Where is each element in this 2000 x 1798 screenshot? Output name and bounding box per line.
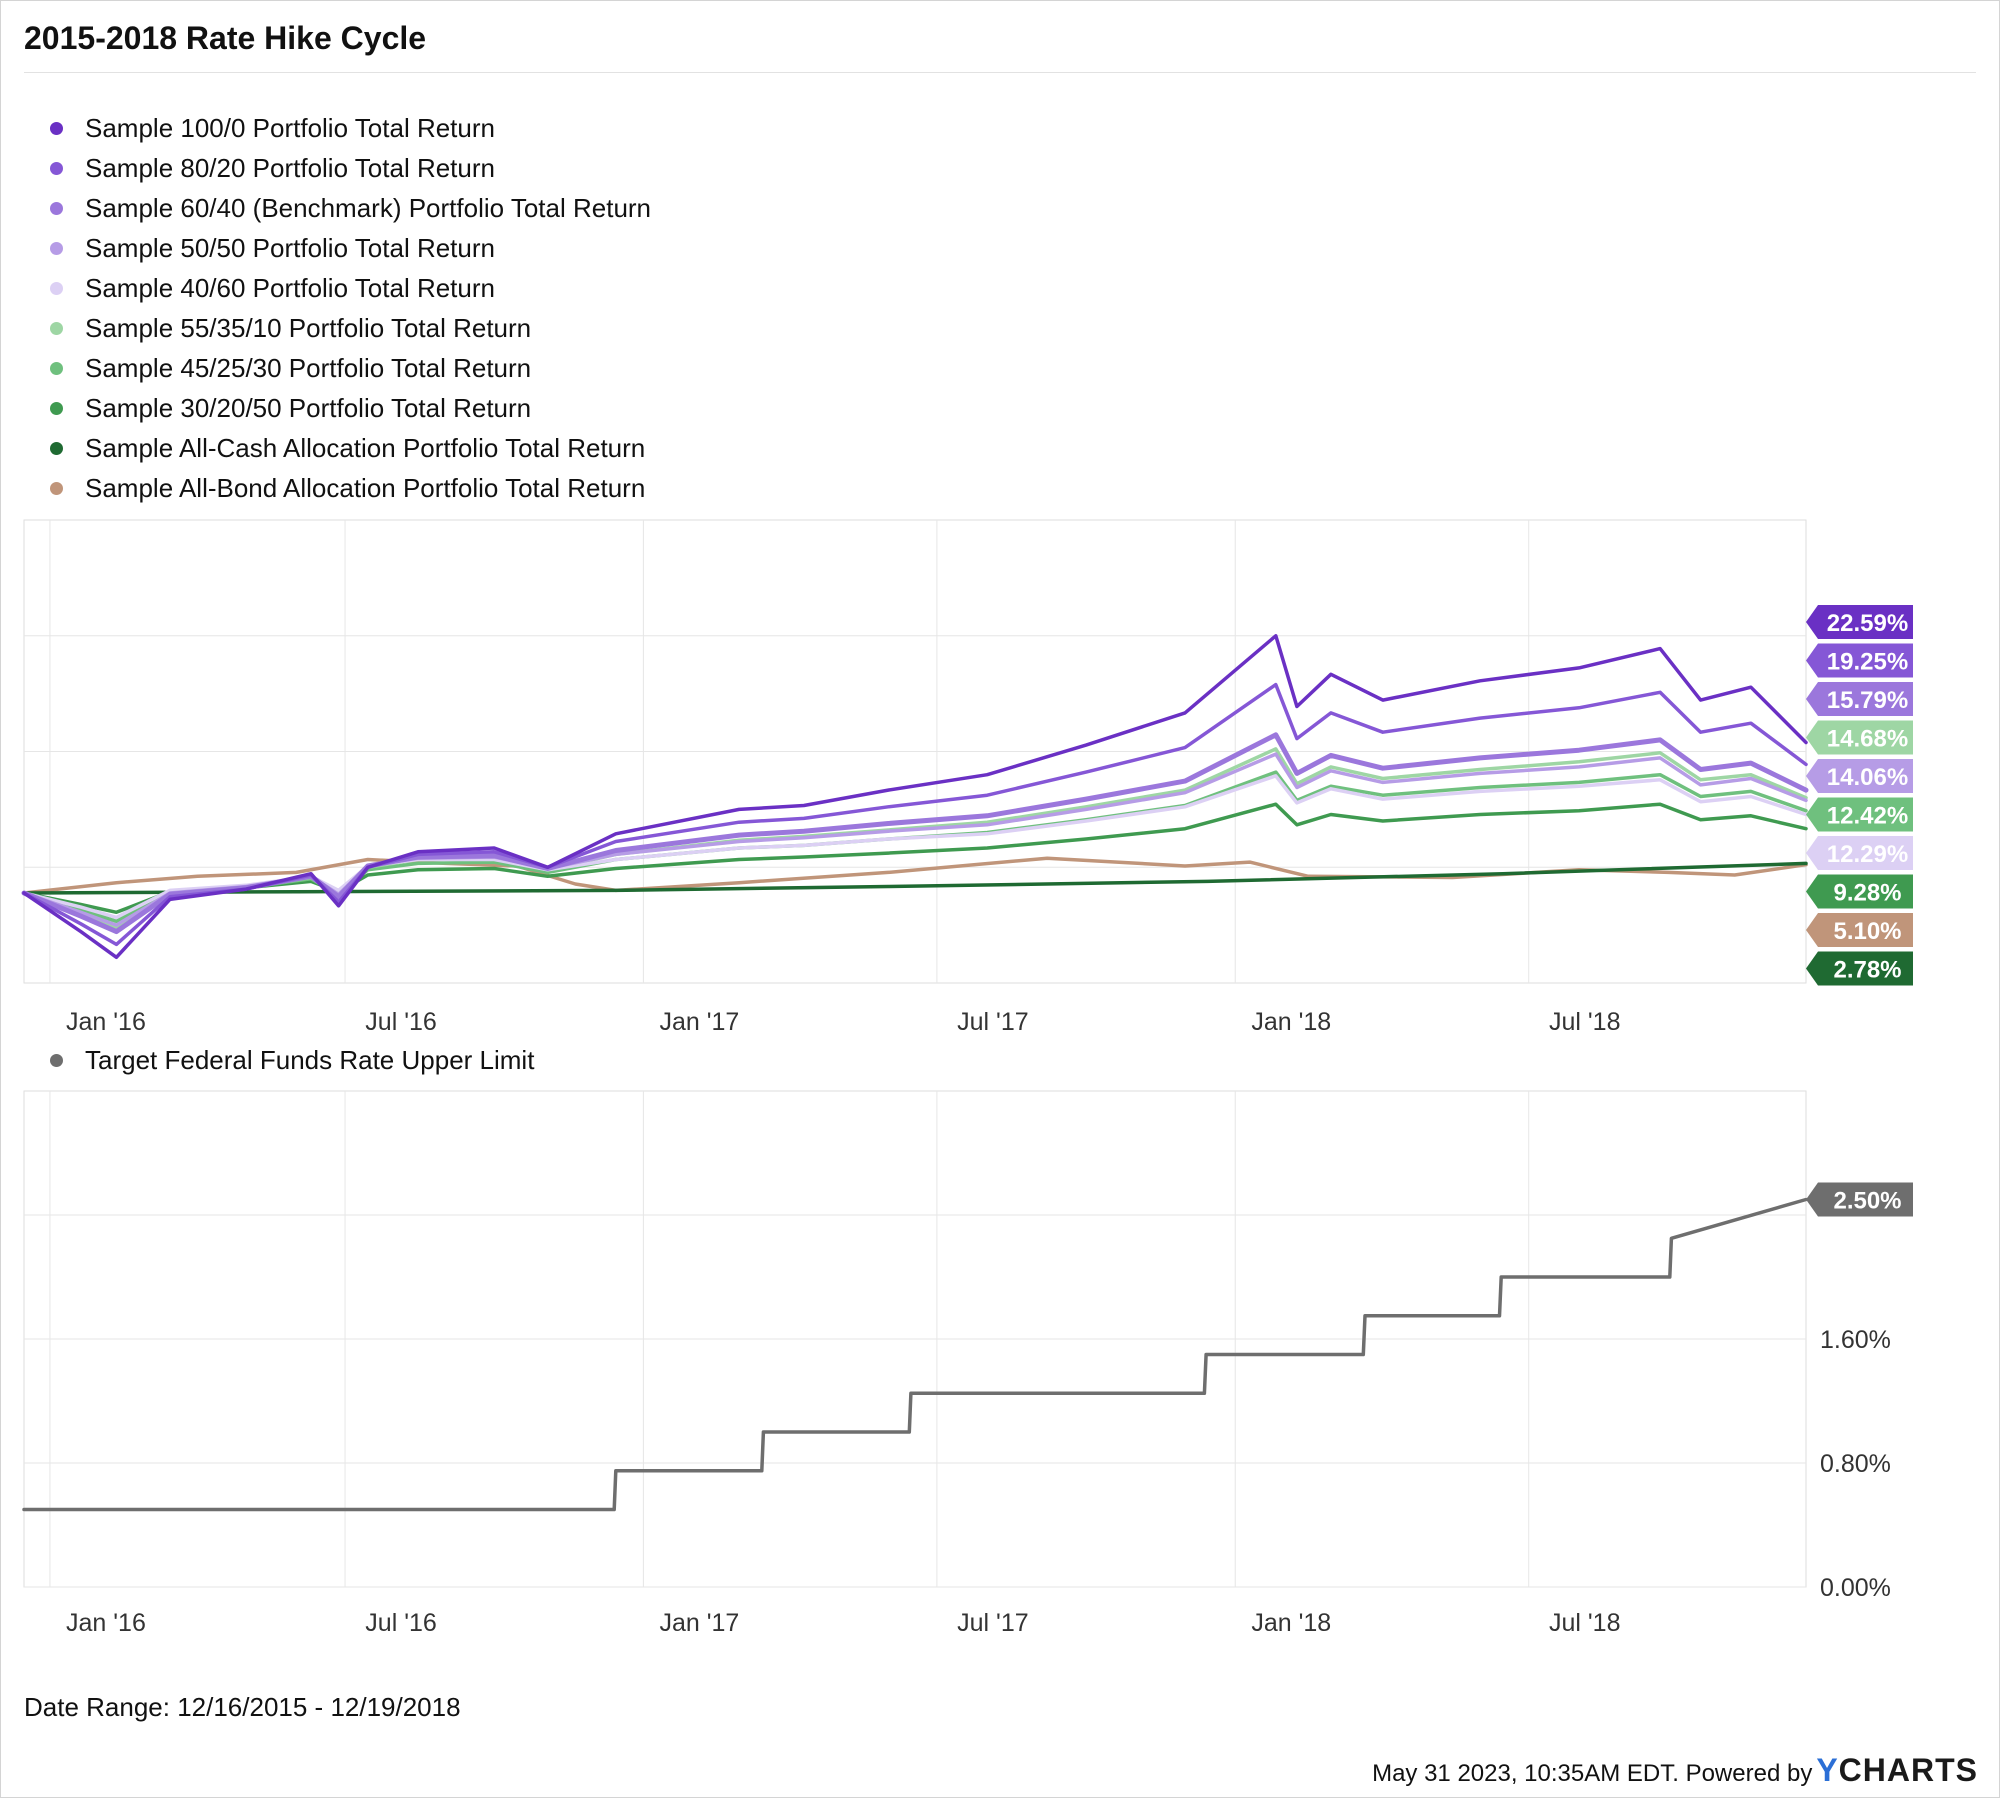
end-value-label: 22.59% (1827, 610, 1908, 637)
x-tick-label: Jul '17 (957, 1008, 1028, 1036)
end-value-tag: 22.59% (1806, 605, 1913, 639)
end-value-label: 15.79% (1827, 687, 1908, 714)
legend-label: Sample 40/60 Portfolio Total Return (85, 272, 495, 303)
ycharts-logo[interactable]: YCHARTS (1816, 1752, 1978, 1789)
end-value-label: 5.10% (1833, 918, 1901, 945)
series-line-target-federal-funds-rate-upper-limit (22, 1197, 1808, 1512)
legend-marker (50, 201, 63, 215)
legend-marker (50, 321, 63, 335)
end-value-label: 2.78% (1833, 957, 1901, 984)
end-value-tag: 19.25% (1806, 643, 1913, 678)
end-value-label: 14.68% (1827, 726, 1908, 753)
x-tick-label: Jul '18 (1549, 1008, 1620, 1036)
x-tick-label: Jul '16 (365, 1008, 436, 1036)
series-line-sample-45-25-30-portfolio-total-return (22, 770, 1808, 924)
legend-label: Sample 80/20 Portfolio Total Return (85, 152, 495, 183)
end-value-tag: 2.50% (1806, 1182, 1913, 1217)
legend-label: Sample 45/25/30 Portfolio Total Return (85, 352, 532, 383)
legend-marker (50, 441, 63, 455)
legend-label: Target Federal Funds Rate Upper Limit (85, 1044, 535, 1075)
y-tick-label: 0.00% (1820, 1574, 1891, 1602)
legend-marker (50, 361, 63, 375)
legend-item-sample-40-60-portfolio-total-return[interactable]: Sample 40/60 Portfolio Total Return (50, 268, 651, 308)
powered-by: May 31 2023, 10:35AM EDT. Powered by YCH… (1372, 1752, 1978, 1789)
end-value-tag: 14.06% (1806, 759, 1913, 793)
end-value-label: 14.06% (1827, 764, 1908, 791)
chart-title: 2015-2018 Rate Hike Cycle (24, 20, 427, 56)
legend-item-sample-100-0-portfolio-total-return[interactable]: Sample 100/0 Portfolio Total Return (50, 108, 651, 148)
end-value-tag: 9.28% (1806, 874, 1913, 909)
y-tick-label: 0.80% (1820, 1450, 1891, 1478)
powered-by-text: May 31 2023, 10:35AM EDT. Powered by (1372, 1760, 1813, 1787)
series-line-sample-100-0-portfolio-total-return (22, 634, 1808, 960)
end-value-tag: 2.78% (1806, 951, 1913, 986)
legend-label: Sample 60/40 (Benchmark) Portfolio Total… (85, 192, 652, 223)
end-value-label: 12.42% (1827, 803, 1908, 830)
legend-marker (50, 121, 63, 135)
end-value-tag-bg (1806, 605, 1913, 639)
legend-label: Sample All-Bond Allocation Portfolio Tot… (85, 472, 646, 503)
legend-item-sample-all-cash-allocation-portfolio-total-return[interactable]: Sample All-Cash Allocation Portfolio Tot… (50, 428, 651, 468)
end-value-label: 19.25% (1827, 649, 1908, 676)
x-tick-label: Jul '17 (957, 1609, 1028, 1637)
legend-item-sample-60-40-benchmark-portfolio-total-return[interactable]: Sample 60/40 (Benchmark) Portfolio Total… (50, 188, 651, 228)
x-tick-label: Jan '16 (66, 1609, 146, 1637)
legend-marker (50, 481, 63, 495)
legend-item-sample-30-20-50-portfolio-total-return[interactable]: Sample 30/20/50 Portfolio Total Return (50, 388, 651, 428)
returns-legend: Sample 100/0 Portfolio Total Return Sampl… (50, 108, 651, 508)
x-tick-label: Jul '16 (365, 1609, 436, 1637)
end-value-tag-bg (1806, 797, 1913, 832)
legend-item-sample-50-50-portfolio-total-return[interactable]: Sample 50/50 Portfolio Total Return (50, 228, 651, 268)
end-value-tag: 5.10% (1806, 913, 1913, 947)
series-line-sample-40-60-portfolio-total-return (22, 774, 1808, 920)
x-tick-label: Jul '18 (1549, 1609, 1620, 1637)
legend-label: Sample 100/0 Portfolio Total Return (85, 112, 495, 143)
end-value-tag-bg (1806, 1182, 1913, 1217)
end-value-label: 2.50% (1833, 1188, 1901, 1215)
end-value-label: 12.29% (1827, 841, 1908, 868)
legend-item-sample-45-25-30-portfolio-total-return[interactable]: Sample 45/25/30 Portfolio Total Return (50, 348, 651, 388)
legend-marker (50, 241, 63, 255)
ycharts-logo-y: Y (1816, 1752, 1839, 1788)
end-value-label: 9.28% (1833, 880, 1901, 907)
legend-item-sample-55-35-10-portfolio-total-return[interactable]: Sample 55/35/10 Portfolio Total Return (50, 308, 651, 348)
x-tick-label: Jan '18 (1251, 1609, 1331, 1637)
legend-item-sample-80-20-portfolio-total-return[interactable]: Sample 80/20 Portfolio Total Return (50, 148, 651, 188)
end-value-tag-bg (1806, 759, 1913, 793)
legend-item-sample-all-bond-allocation-portfolio-total-return[interactable]: Sample All-Bond Allocation Portfolio Tot… (50, 468, 651, 508)
legend-label: Sample 55/35/10 Portfolio Total Return (85, 312, 532, 343)
series-line-sample-50-50-portfolio-total-return (22, 752, 1808, 927)
end-value-tag-bg (1806, 951, 1913, 986)
end-value-tag-bg (1806, 874, 1913, 909)
end-value-tag-bg (1806, 682, 1913, 716)
legend-marker (50, 161, 63, 175)
end-value-tag-bg (1806, 836, 1913, 870)
x-tick-label: Jan '17 (659, 1008, 739, 1036)
end-value-tag-bg (1806, 643, 1913, 678)
x-tick-label: Jan '18 (1251, 1008, 1331, 1036)
legend-label: Sample 30/20/50 Portfolio Total Return (85, 392, 532, 423)
date-range-text: Date Range: 12/16/2015 - 12/19/2018 (24, 1692, 461, 1722)
ycharts-logo-rest: CHARTS (1838, 1752, 1978, 1788)
end-value-tag: 12.42% (1806, 797, 1913, 832)
legend-label: Sample 50/50 Portfolio Total Return (85, 232, 495, 263)
legend-label: Sample All-Cash Allocation Portfolio Tot… (85, 432, 646, 463)
x-tick-label: Jan '17 (659, 1609, 739, 1637)
x-tick-label: Jan '16 (66, 1008, 146, 1036)
fed-rate-legend: Target Federal Funds Rate Upper Limit (50, 1040, 534, 1080)
legend-marker (50, 1053, 63, 1067)
y-tick-label: 1.60% (1820, 1326, 1891, 1354)
series-line-sample-all-cash-allocation-portfolio-total-return (22, 861, 1808, 895)
end-value-tag-bg (1806, 913, 1913, 947)
end-value-tag: 14.68% (1806, 720, 1913, 755)
legend-item-target-federal-funds-rate-upper-limit[interactable]: Target Federal Funds Rate Upper Limit (50, 1040, 534, 1080)
legend-marker (50, 281, 63, 295)
end-value-tag: 12.29% (1806, 836, 1913, 870)
end-value-tag-bg (1806, 720, 1913, 755)
title-divider (24, 72, 1976, 73)
end-value-tag: 15.79% (1806, 682, 1913, 716)
series-line-sample-80-20-portfolio-total-return (22, 682, 1808, 947)
legend-marker (50, 401, 63, 415)
